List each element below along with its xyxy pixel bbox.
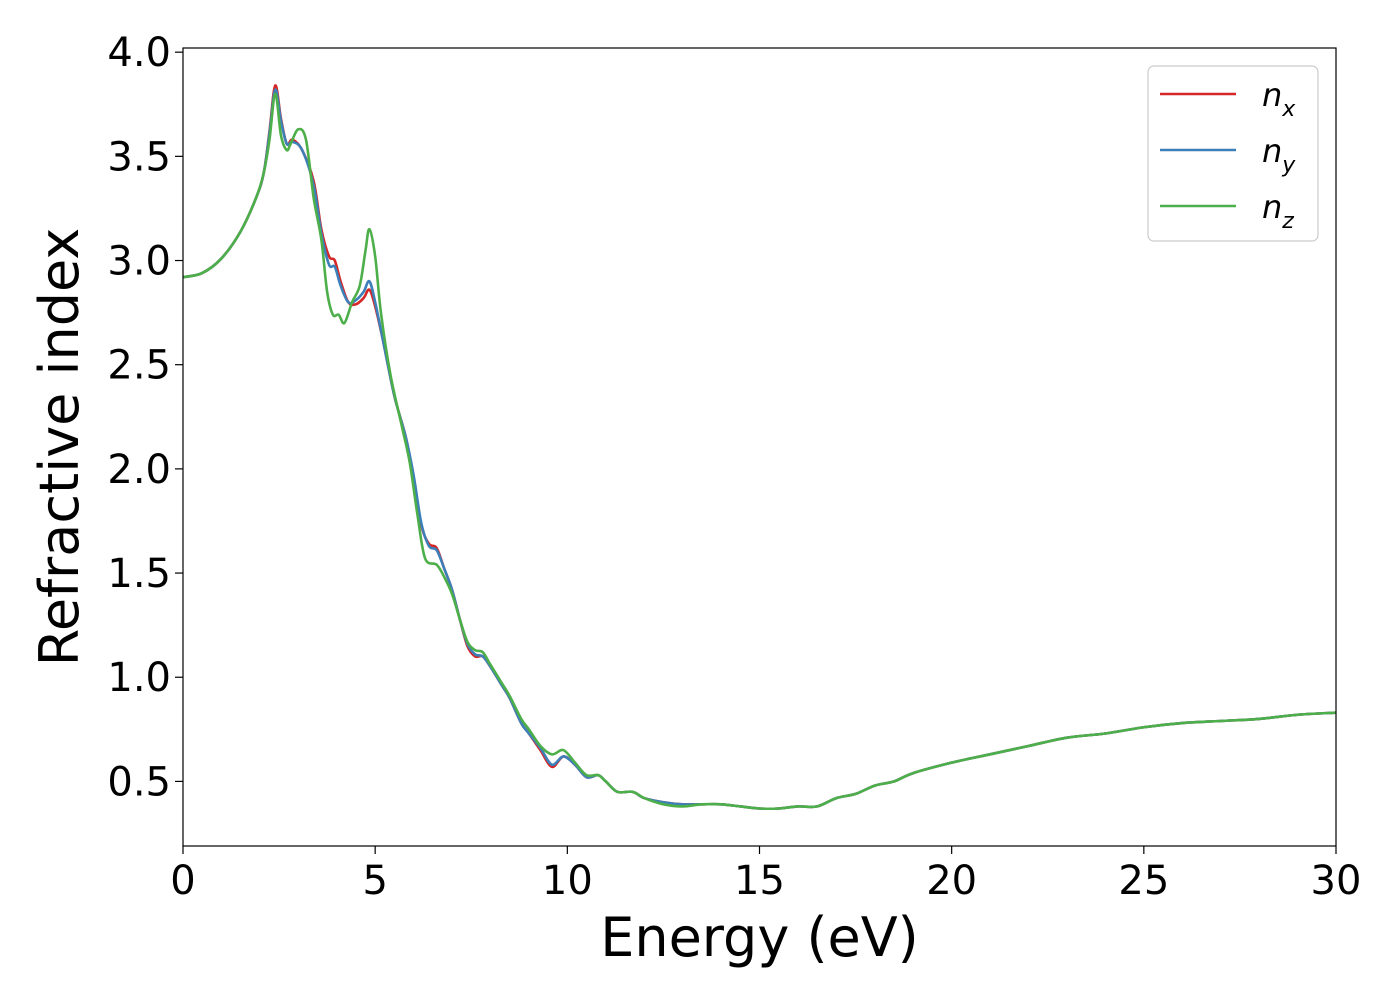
x-tick-label: 0	[170, 858, 195, 904]
legend-label: nx	[1262, 76, 1296, 122]
x-axis-label: Energy (eV)	[600, 906, 919, 969]
y-tick-label: 3.5	[107, 134, 171, 180]
legend-label-base: n	[1262, 132, 1282, 170]
series-line-n-z	[183, 92, 1336, 811]
y-tick-label: 4.0	[107, 30, 171, 76]
legend-label-subscript: y	[1281, 153, 1296, 178]
x-tick-label: 30	[1311, 858, 1362, 904]
x-tick-label: 20	[926, 858, 977, 904]
y-tick-label: 2.5	[107, 343, 171, 389]
legend-label-subscript: x	[1281, 97, 1296, 122]
legend-label-base: n	[1262, 76, 1282, 114]
x-tick-label: 5	[362, 858, 387, 904]
x-tick-label: 10	[542, 858, 593, 904]
y-axis: 0.5 1.0 1.5 2.0 2.5 3.0 3.5 4.0	[107, 30, 183, 805]
y-tick-label: 1.5	[107, 551, 171, 597]
y-tick-label: 3.0	[107, 239, 171, 285]
legend-label: nz	[1262, 188, 1294, 234]
legend-label-base: n	[1262, 188, 1282, 226]
legend-label: ny	[1262, 132, 1296, 178]
y-tick-label: 2.0	[107, 447, 171, 493]
x-axis: 0 5 10 15 20 25 30	[170, 846, 1361, 904]
y-tick-label: 0.5	[107, 759, 171, 805]
x-tick-label: 25	[1118, 858, 1169, 904]
x-tick-label: 15	[734, 858, 785, 904]
legend-label-subscript: z	[1281, 209, 1294, 234]
series-layer	[183, 84, 1336, 811]
y-tick-label: 1.0	[107, 655, 171, 701]
legend-box	[1147, 65, 1319, 242]
y-axis-label: Refractive index	[28, 228, 91, 667]
